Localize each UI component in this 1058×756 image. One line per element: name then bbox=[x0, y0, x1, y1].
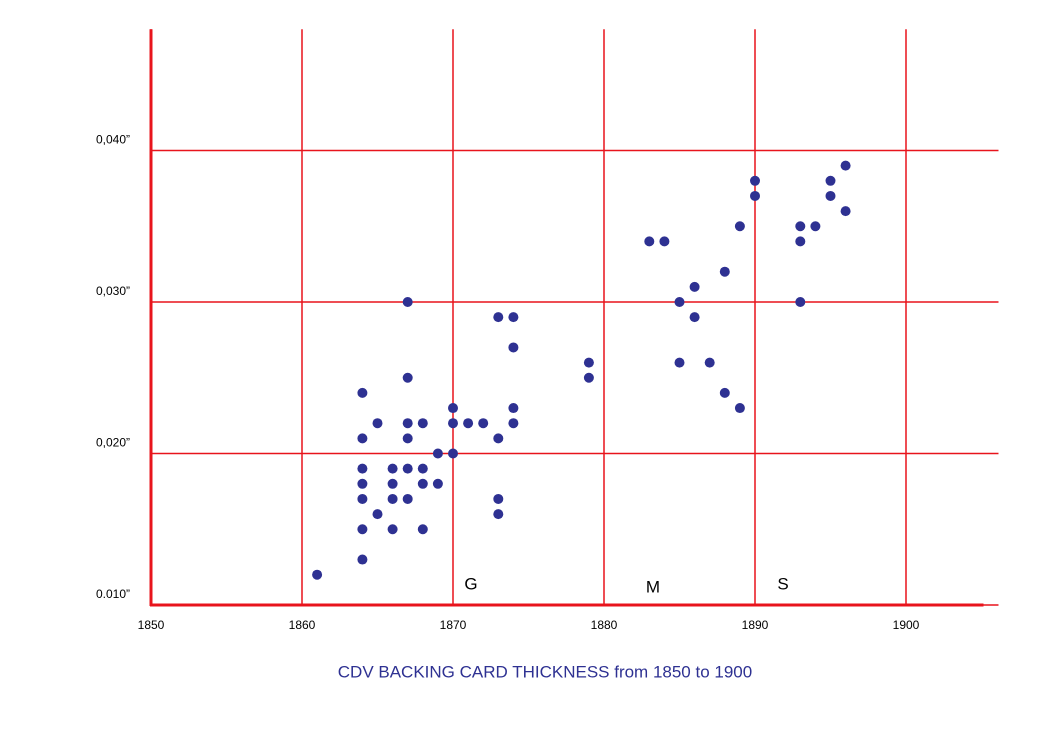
point bbox=[463, 418, 474, 429]
point bbox=[689, 312, 700, 323]
point bbox=[432, 478, 443, 489]
point bbox=[402, 433, 413, 444]
point bbox=[402, 297, 413, 307]
point bbox=[448, 403, 458, 414]
point bbox=[508, 403, 519, 414]
annotation: S bbox=[777, 574, 788, 593]
annotation: G bbox=[464, 574, 477, 593]
point bbox=[825, 175, 836, 186]
x-tick-label: 1850 bbox=[138, 618, 165, 632]
y-tick-label: 0,030” bbox=[96, 284, 130, 298]
point bbox=[312, 569, 323, 580]
point bbox=[840, 160, 851, 171]
point bbox=[448, 448, 458, 459]
x-tick-label: 1870 bbox=[440, 618, 467, 632]
point bbox=[417, 418, 428, 429]
chart-title: CDV BACKING CARD THICKNESS from 1850 to … bbox=[338, 662, 752, 681]
point bbox=[508, 418, 519, 429]
point bbox=[674, 297, 685, 307]
point bbox=[644, 236, 655, 247]
point bbox=[689, 281, 700, 292]
point bbox=[583, 372, 594, 383]
point bbox=[750, 175, 760, 186]
point bbox=[734, 221, 745, 232]
point bbox=[387, 478, 398, 489]
point bbox=[840, 206, 851, 217]
x-tick-label: 1860 bbox=[289, 618, 316, 632]
point bbox=[402, 463, 413, 474]
point bbox=[493, 433, 504, 444]
point bbox=[493, 509, 504, 520]
point bbox=[508, 312, 519, 323]
point bbox=[417, 524, 428, 535]
point bbox=[372, 418, 383, 429]
point bbox=[357, 478, 368, 489]
point bbox=[417, 478, 428, 489]
point bbox=[719, 266, 730, 277]
point bbox=[402, 372, 413, 383]
point bbox=[402, 418, 413, 429]
point bbox=[810, 221, 821, 232]
point bbox=[372, 509, 383, 520]
point bbox=[357, 463, 368, 474]
point bbox=[704, 357, 715, 368]
point bbox=[795, 297, 806, 307]
point bbox=[508, 342, 519, 353]
point bbox=[583, 357, 594, 368]
point bbox=[795, 221, 806, 232]
y-tick-label: 0.010” bbox=[96, 587, 130, 601]
point bbox=[478, 418, 489, 429]
point bbox=[417, 463, 428, 474]
point bbox=[493, 312, 504, 323]
x-tick-label: 1890 bbox=[742, 618, 769, 632]
point bbox=[357, 433, 368, 444]
point bbox=[825, 190, 836, 201]
point bbox=[357, 387, 368, 398]
y-tick-label: 0,040” bbox=[96, 133, 130, 147]
x-tick-label: 1900 bbox=[893, 618, 920, 632]
point bbox=[387, 463, 398, 474]
point bbox=[734, 403, 745, 414]
annotation: M bbox=[646, 577, 660, 596]
point bbox=[448, 418, 458, 429]
point bbox=[357, 493, 368, 504]
point bbox=[750, 190, 760, 201]
y-tick-label: 0,020” bbox=[96, 436, 130, 450]
point bbox=[387, 493, 398, 504]
point bbox=[719, 387, 730, 398]
point bbox=[659, 236, 670, 247]
point bbox=[493, 493, 504, 504]
point bbox=[387, 524, 398, 535]
x-tick-label: 1880 bbox=[591, 618, 618, 632]
point bbox=[795, 236, 806, 247]
point bbox=[357, 524, 368, 535]
point bbox=[674, 357, 685, 368]
point bbox=[402, 493, 413, 504]
point bbox=[357, 554, 368, 565]
point bbox=[432, 448, 443, 459]
